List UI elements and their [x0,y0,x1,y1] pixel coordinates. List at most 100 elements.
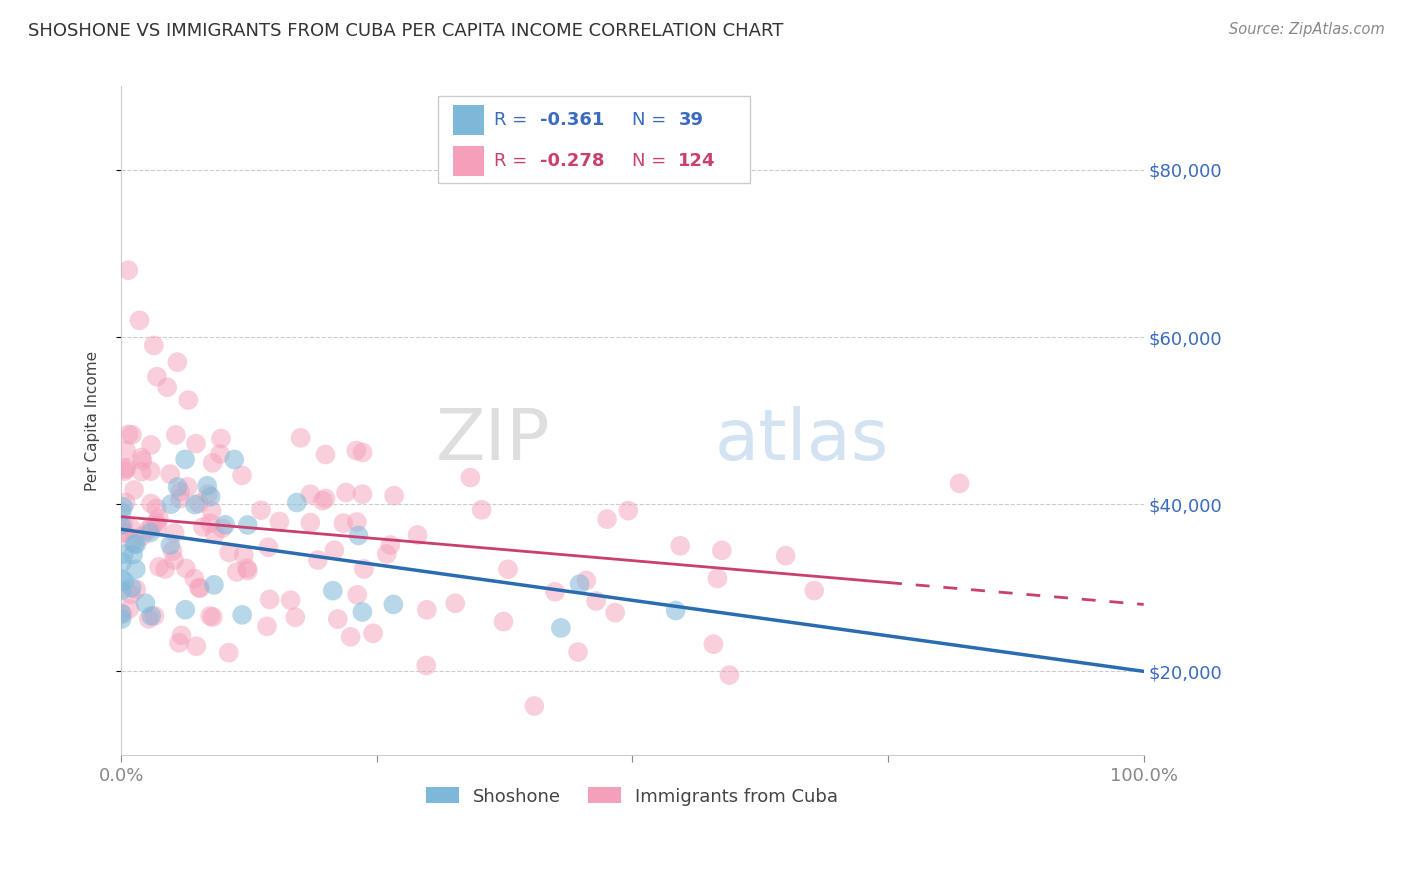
Point [148,559,170,574]
Point [159,467,181,482]
Point [585,594,607,608]
Point [290,431,312,445]
Point [665,603,688,617]
Point [416,603,439,617]
Point [224,452,246,467]
Point [112,526,135,541]
Point [162,544,184,558]
Point [617,503,640,517]
Point [183,572,205,586]
Point [444,596,467,610]
Point [121,427,143,442]
Point [110,607,132,621]
Text: -0.278: -0.278 [540,153,605,170]
Point [568,577,591,591]
Text: R =: R = [495,153,533,170]
Point [191,520,214,534]
Point [323,543,346,558]
Point [131,450,153,465]
Text: -0.361: -0.361 [540,112,605,129]
Point [159,538,181,552]
Point [332,516,354,531]
Point [200,490,222,504]
Point [176,480,198,494]
Point [117,263,139,277]
Point [269,515,291,529]
Point [257,541,280,555]
Point [120,587,142,601]
Point [124,537,146,551]
Point [352,487,374,501]
Point [949,476,972,491]
Point [186,639,208,653]
Point [125,562,148,576]
Point [112,574,135,589]
Point [256,619,278,633]
Point [114,464,136,478]
Point [141,608,163,623]
Text: 124: 124 [679,153,716,170]
Point [605,606,627,620]
Point [115,462,138,476]
Point [352,445,374,459]
Point [139,438,162,452]
Point [174,452,197,467]
Point [339,630,361,644]
Point [122,483,145,497]
Point [352,605,374,619]
FancyBboxPatch shape [454,105,484,136]
Point [112,525,135,540]
Point [174,603,197,617]
Text: ZIP: ZIP [436,406,551,475]
Point [353,562,375,576]
Text: SHOSHONE VS IMMIGRANTS FROM CUBA PER CAPITA INCOME CORRELATION CHART: SHOSHONE VS IMMIGRANTS FROM CUBA PER CAP… [28,22,783,40]
Point [145,501,167,516]
Point [380,538,402,552]
Point [347,528,370,542]
Point [201,610,224,624]
Point [596,512,619,526]
Point [197,487,219,501]
Point [299,487,322,501]
Point [110,505,132,519]
Point [110,612,132,626]
Point [231,468,253,483]
Point [299,516,322,530]
Point [195,479,218,493]
Point [710,543,733,558]
Point [218,646,240,660]
Point [361,626,384,640]
Point [169,491,191,506]
Point [115,460,138,475]
Point [136,523,159,537]
Point [174,561,197,575]
Point [155,562,177,576]
Point [211,521,233,535]
FancyBboxPatch shape [454,146,484,177]
Point [110,583,132,598]
Point [146,518,169,533]
Point [471,503,494,517]
Point [139,496,162,510]
Point [118,601,141,615]
Point [138,612,160,626]
Point [544,584,567,599]
Point [139,525,162,540]
Text: R =: R = [495,112,533,129]
Point [236,518,259,533]
Point [382,489,405,503]
Point [111,555,134,569]
Point [117,427,139,442]
Point [460,470,482,484]
Point [114,495,136,509]
Point [112,547,135,561]
Point [170,628,193,642]
Point [165,428,187,442]
Point [202,578,225,592]
Point [204,527,226,541]
Point [201,456,224,470]
Point [209,432,232,446]
Point [718,668,741,682]
Point [284,610,307,624]
Point [415,658,437,673]
